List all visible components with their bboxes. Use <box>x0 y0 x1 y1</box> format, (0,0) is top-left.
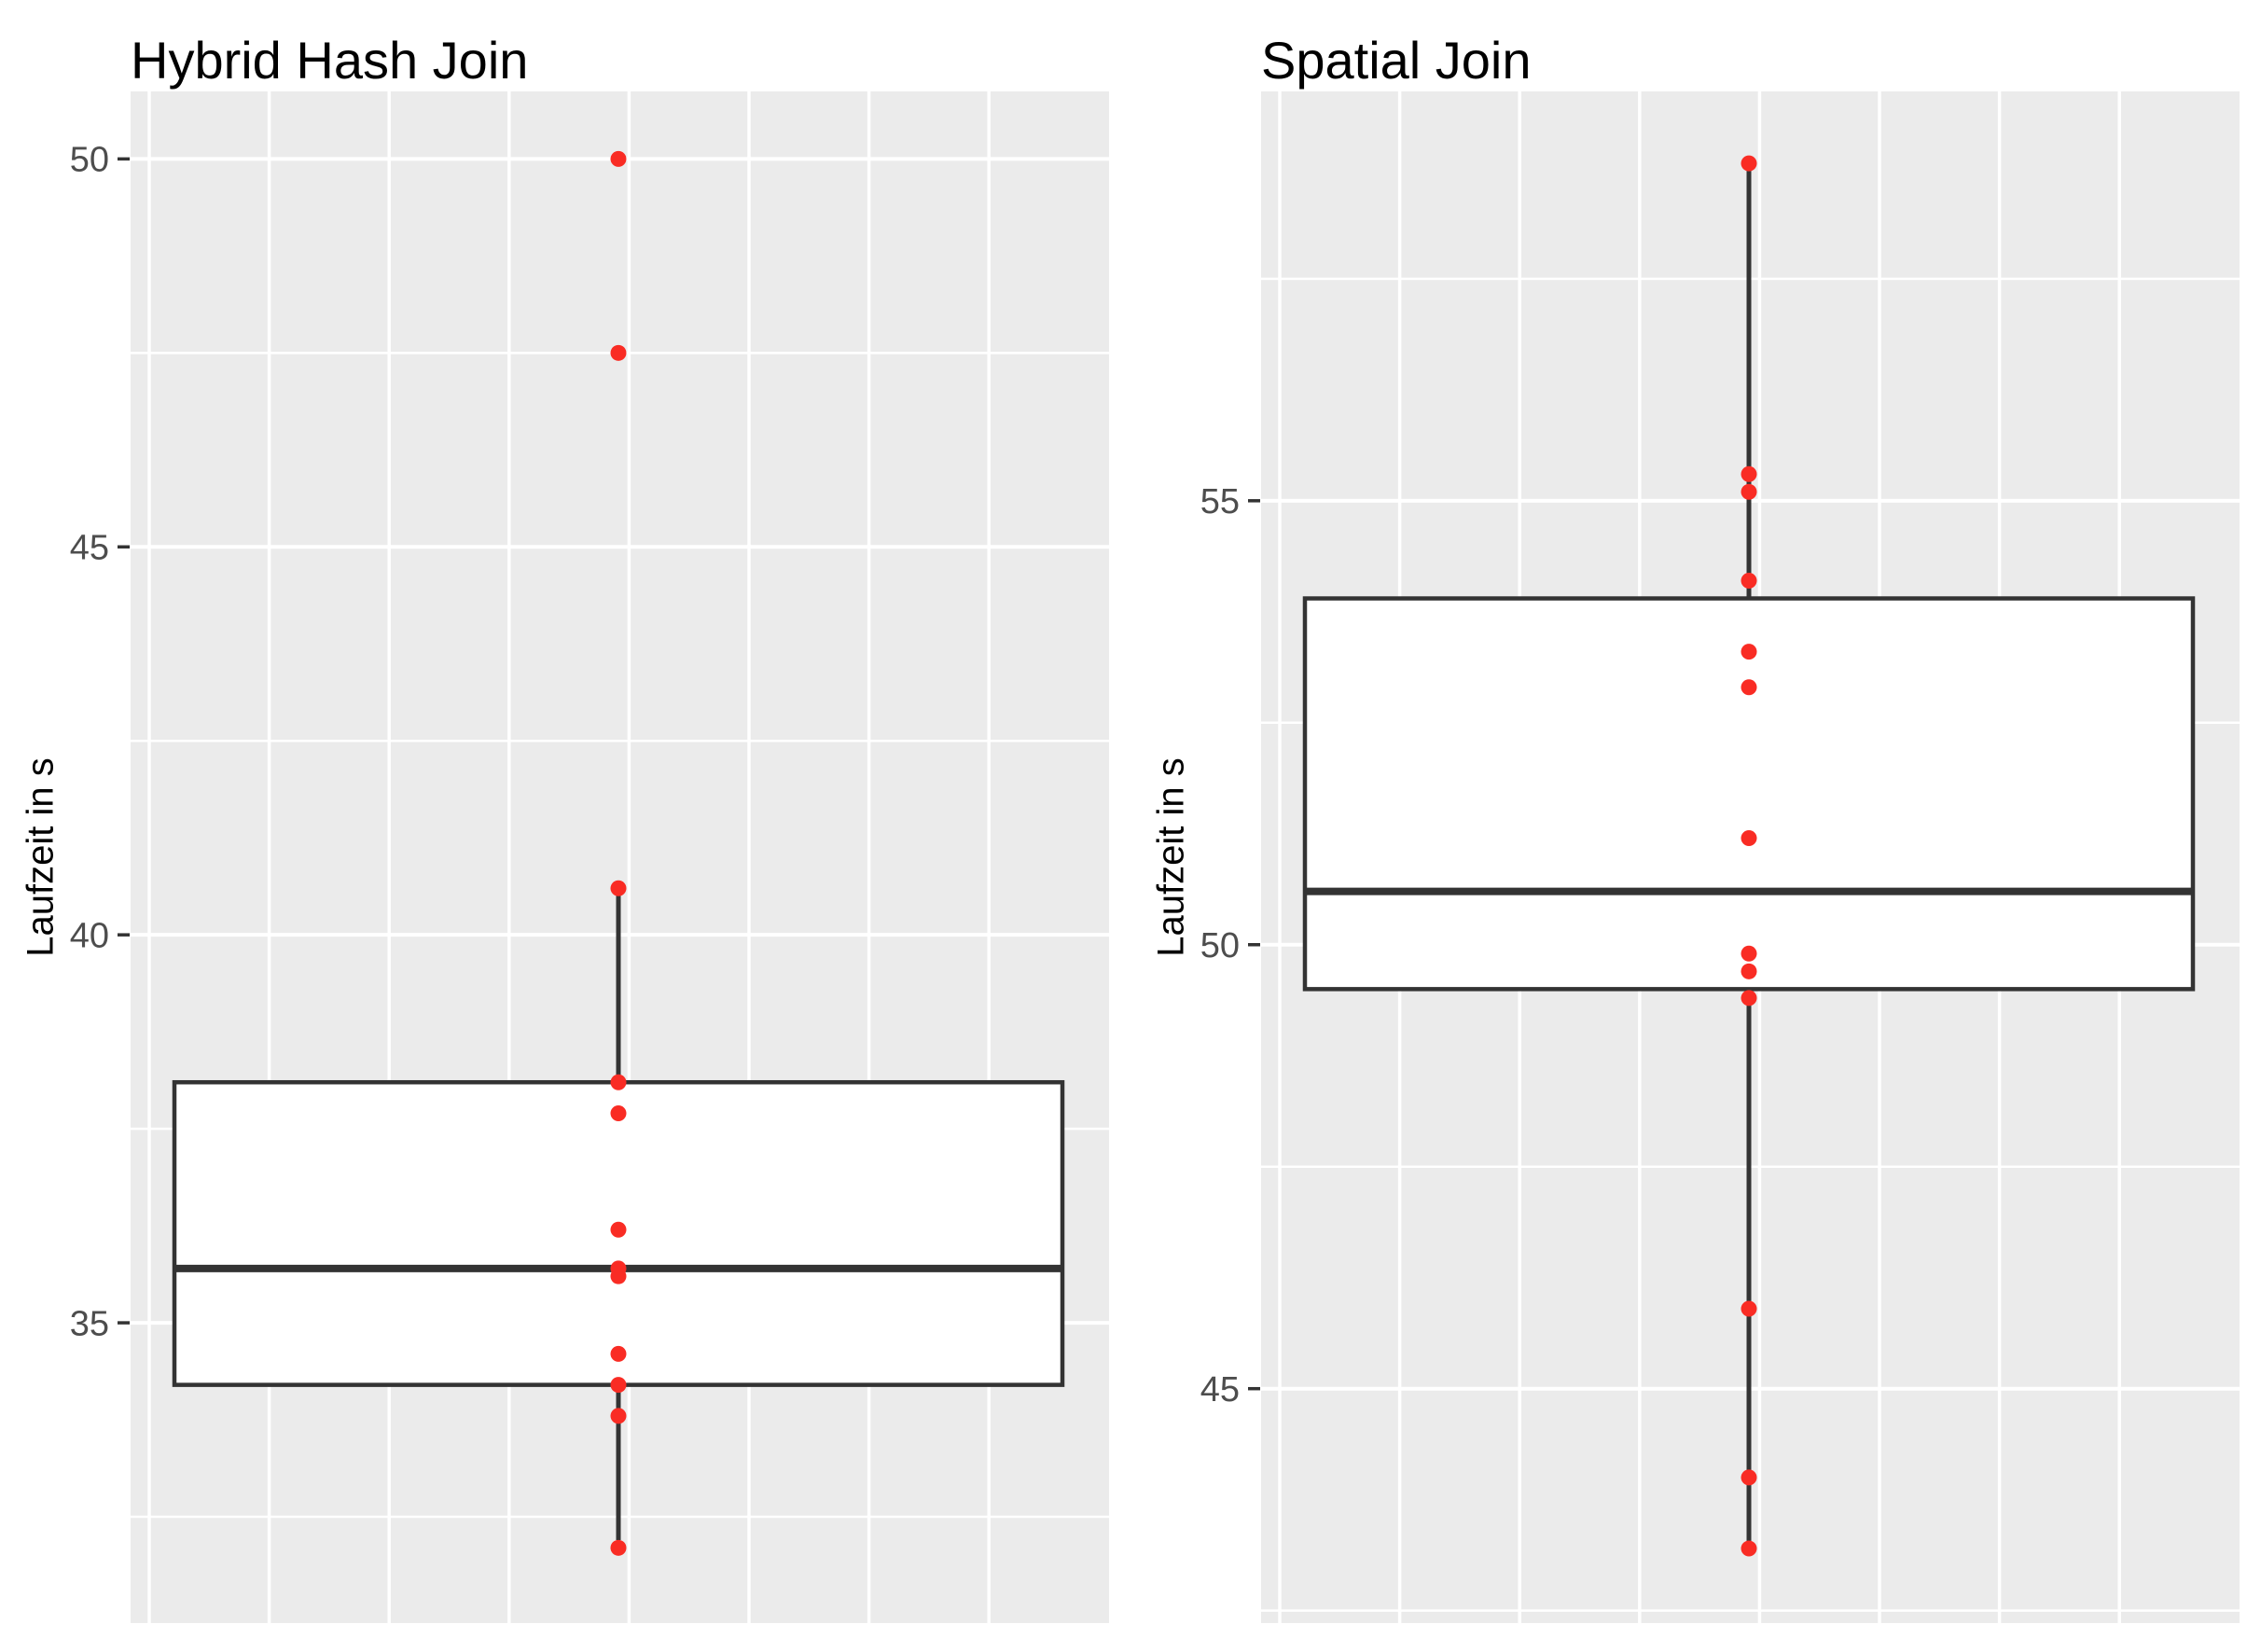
data-point <box>610 1539 627 1556</box>
y-axis-tick-label: 45 <box>70 529 109 568</box>
data-point <box>1741 830 1757 847</box>
hybrid-hash-join-panel: 50 45 40 35 <box>70 91 1109 1623</box>
data-point <box>610 1221 627 1238</box>
data-point <box>1741 644 1757 660</box>
data-point <box>610 1377 627 1394</box>
data-point <box>1741 465 1757 482</box>
y-axis-tick-label: 40 <box>70 916 109 955</box>
data-point <box>610 880 627 896</box>
data-point <box>610 1074 627 1090</box>
plot-hybrid-hash-join: 50 45 40 35 Hybrid Hash Join Laufzeit in s <box>0 0 1130 1652</box>
data-point <box>1741 1540 1757 1557</box>
plot-title: Hybrid Hash Join <box>131 31 529 90</box>
data-point <box>1741 483 1757 500</box>
y-axis-tick-label: 35 <box>70 1304 109 1343</box>
data-point <box>610 1408 627 1424</box>
y-axis-title: Laufzeit in s <box>1150 757 1192 957</box>
y-axis-tick-label: 45 <box>1200 1370 1240 1409</box>
data-point <box>1741 963 1757 979</box>
data-point <box>1741 990 1757 1006</box>
data-point <box>1741 1469 1757 1486</box>
boxplot-box <box>1302 596 2196 992</box>
data-point <box>610 1104 627 1121</box>
y-axis-tick-label: 55 <box>1200 482 1240 521</box>
y-axis-title: Laufzeit in s <box>20 757 62 957</box>
data-point <box>1741 1300 1757 1317</box>
y-axis-tick-label: 50 <box>1200 926 1240 965</box>
data-point <box>610 1345 627 1362</box>
data-point <box>1741 572 1757 589</box>
data-point <box>1741 945 1757 962</box>
data-point <box>1741 155 1757 172</box>
data-point <box>1741 679 1757 696</box>
plot-spatial-join: 55 50 45 Spatial Join Laufzeit in s <box>1130 0 2261 1652</box>
data-point <box>610 150 627 167</box>
data-point <box>610 344 627 361</box>
spatial-join-panel: 55 50 45 <box>1200 91 2240 1623</box>
y-axis-tick-label: 50 <box>70 141 109 180</box>
data-point <box>610 1268 627 1284</box>
plot-title: Spatial Join <box>1261 31 1532 90</box>
